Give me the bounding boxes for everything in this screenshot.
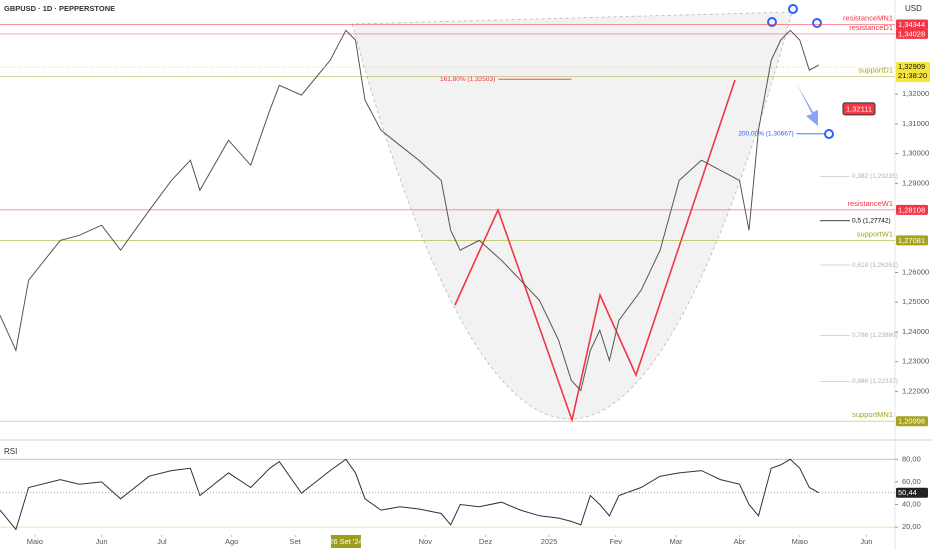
y-tick-label: 20,00: [902, 522, 921, 531]
y-tick-label: 60,00: [902, 477, 921, 486]
zigzag-pattern: [454, 79, 736, 423]
price-line: [0, 29, 820, 392]
level-value-box: [896, 235, 928, 246]
y-tick-label: 1,23000: [902, 357, 929, 366]
current-value: 1,32909: [898, 62, 925, 71]
x-tick-label: Fev: [609, 537, 622, 546]
level-name: resistanceD1: [849, 23, 893, 32]
x-tick-label: Dez: [479, 537, 493, 546]
current-value-box: [896, 487, 928, 498]
pattern-area: [351, 11, 793, 420]
level-value-box: [896, 416, 928, 427]
level-name: resistanceMN1: [843, 14, 893, 23]
y-tick-label: 1,32000: [902, 89, 929, 98]
symbol-title: GBPUSD · 1D · PEPPERSTONE: [4, 4, 115, 13]
y-tick-label: 1,26000: [902, 267, 929, 276]
level-value: 1,34028: [898, 29, 925, 38]
alert-label: 1,32111: [846, 104, 872, 113]
marker-circle: [767, 17, 777, 27]
fib-label: 0,618 (1,26251): [852, 262, 898, 269]
projection-label: 200,00% (1,30667): [738, 131, 793, 138]
x-tick-label: Abr: [734, 537, 746, 546]
level-value-box: [896, 19, 928, 30]
x-tick-label: Ago: [225, 537, 238, 546]
alert-box: [842, 102, 876, 116]
fib-label: 0,786 (1,23880): [852, 332, 898, 339]
x-tick-label: Maio: [792, 537, 808, 546]
y-tick-label: 1,29000: [902, 178, 929, 187]
level-value: 1,28108: [898, 205, 925, 214]
level-value: 1,27081: [898, 236, 925, 245]
fib-label: 0,382 (1,29235): [852, 173, 898, 180]
level-name: resistanceW1: [848, 199, 893, 208]
level-name: supportD1: [858, 66, 893, 75]
y-tick-label: 1,24000: [902, 327, 929, 336]
y-tick-label: 1,25000: [902, 297, 929, 306]
level-value-box: [896, 28, 928, 39]
x-tick-label: Mar: [670, 537, 683, 546]
level-name: supportMN1: [852, 410, 893, 419]
y-tick-label: 40,00: [902, 499, 921, 508]
marker-circle: [788, 4, 798, 14]
x-tick-label: Maio: [27, 537, 43, 546]
level-value-box: [896, 204, 928, 215]
current-value: 50,44: [898, 488, 917, 497]
x-tick-label: Jul: [157, 537, 167, 546]
marker-circle: [812, 18, 822, 28]
currency: USD: [905, 4, 922, 13]
arrow: [797, 84, 818, 126]
x-tick-label: Set: [290, 537, 302, 546]
fib-label: 0,5 (1,27742): [852, 217, 891, 224]
x-tick-label: 26 Set '24: [329, 537, 363, 546]
current-box: [896, 62, 930, 83]
rsi-title: RSI: [4, 447, 17, 456]
price-line: [0, 458, 820, 531]
projection-label: 161,80% (1,32503): [440, 76, 495, 83]
y-tick-label: 1,22000: [902, 386, 929, 395]
fib-label: 0,886 (1,22337): [852, 378, 898, 385]
countdown: 21:38:20: [898, 71, 927, 80]
y-tick-label: 1,31000: [902, 119, 929, 128]
y-tick-label: 80,00: [902, 454, 921, 463]
x-tick-label: Jun: [860, 537, 872, 546]
x-tick-label: Nov: [419, 537, 433, 546]
x-tick-label: Jun: [96, 537, 108, 546]
level-name: supportW1: [857, 229, 893, 238]
x-tick-highlight: [330, 535, 361, 548]
level-value: 1,34344: [898, 20, 925, 29]
level-value: 1,20996: [898, 417, 925, 426]
x-tick-label: 2025: [541, 537, 558, 546]
y-tick-label: 1,30000: [902, 149, 929, 158]
